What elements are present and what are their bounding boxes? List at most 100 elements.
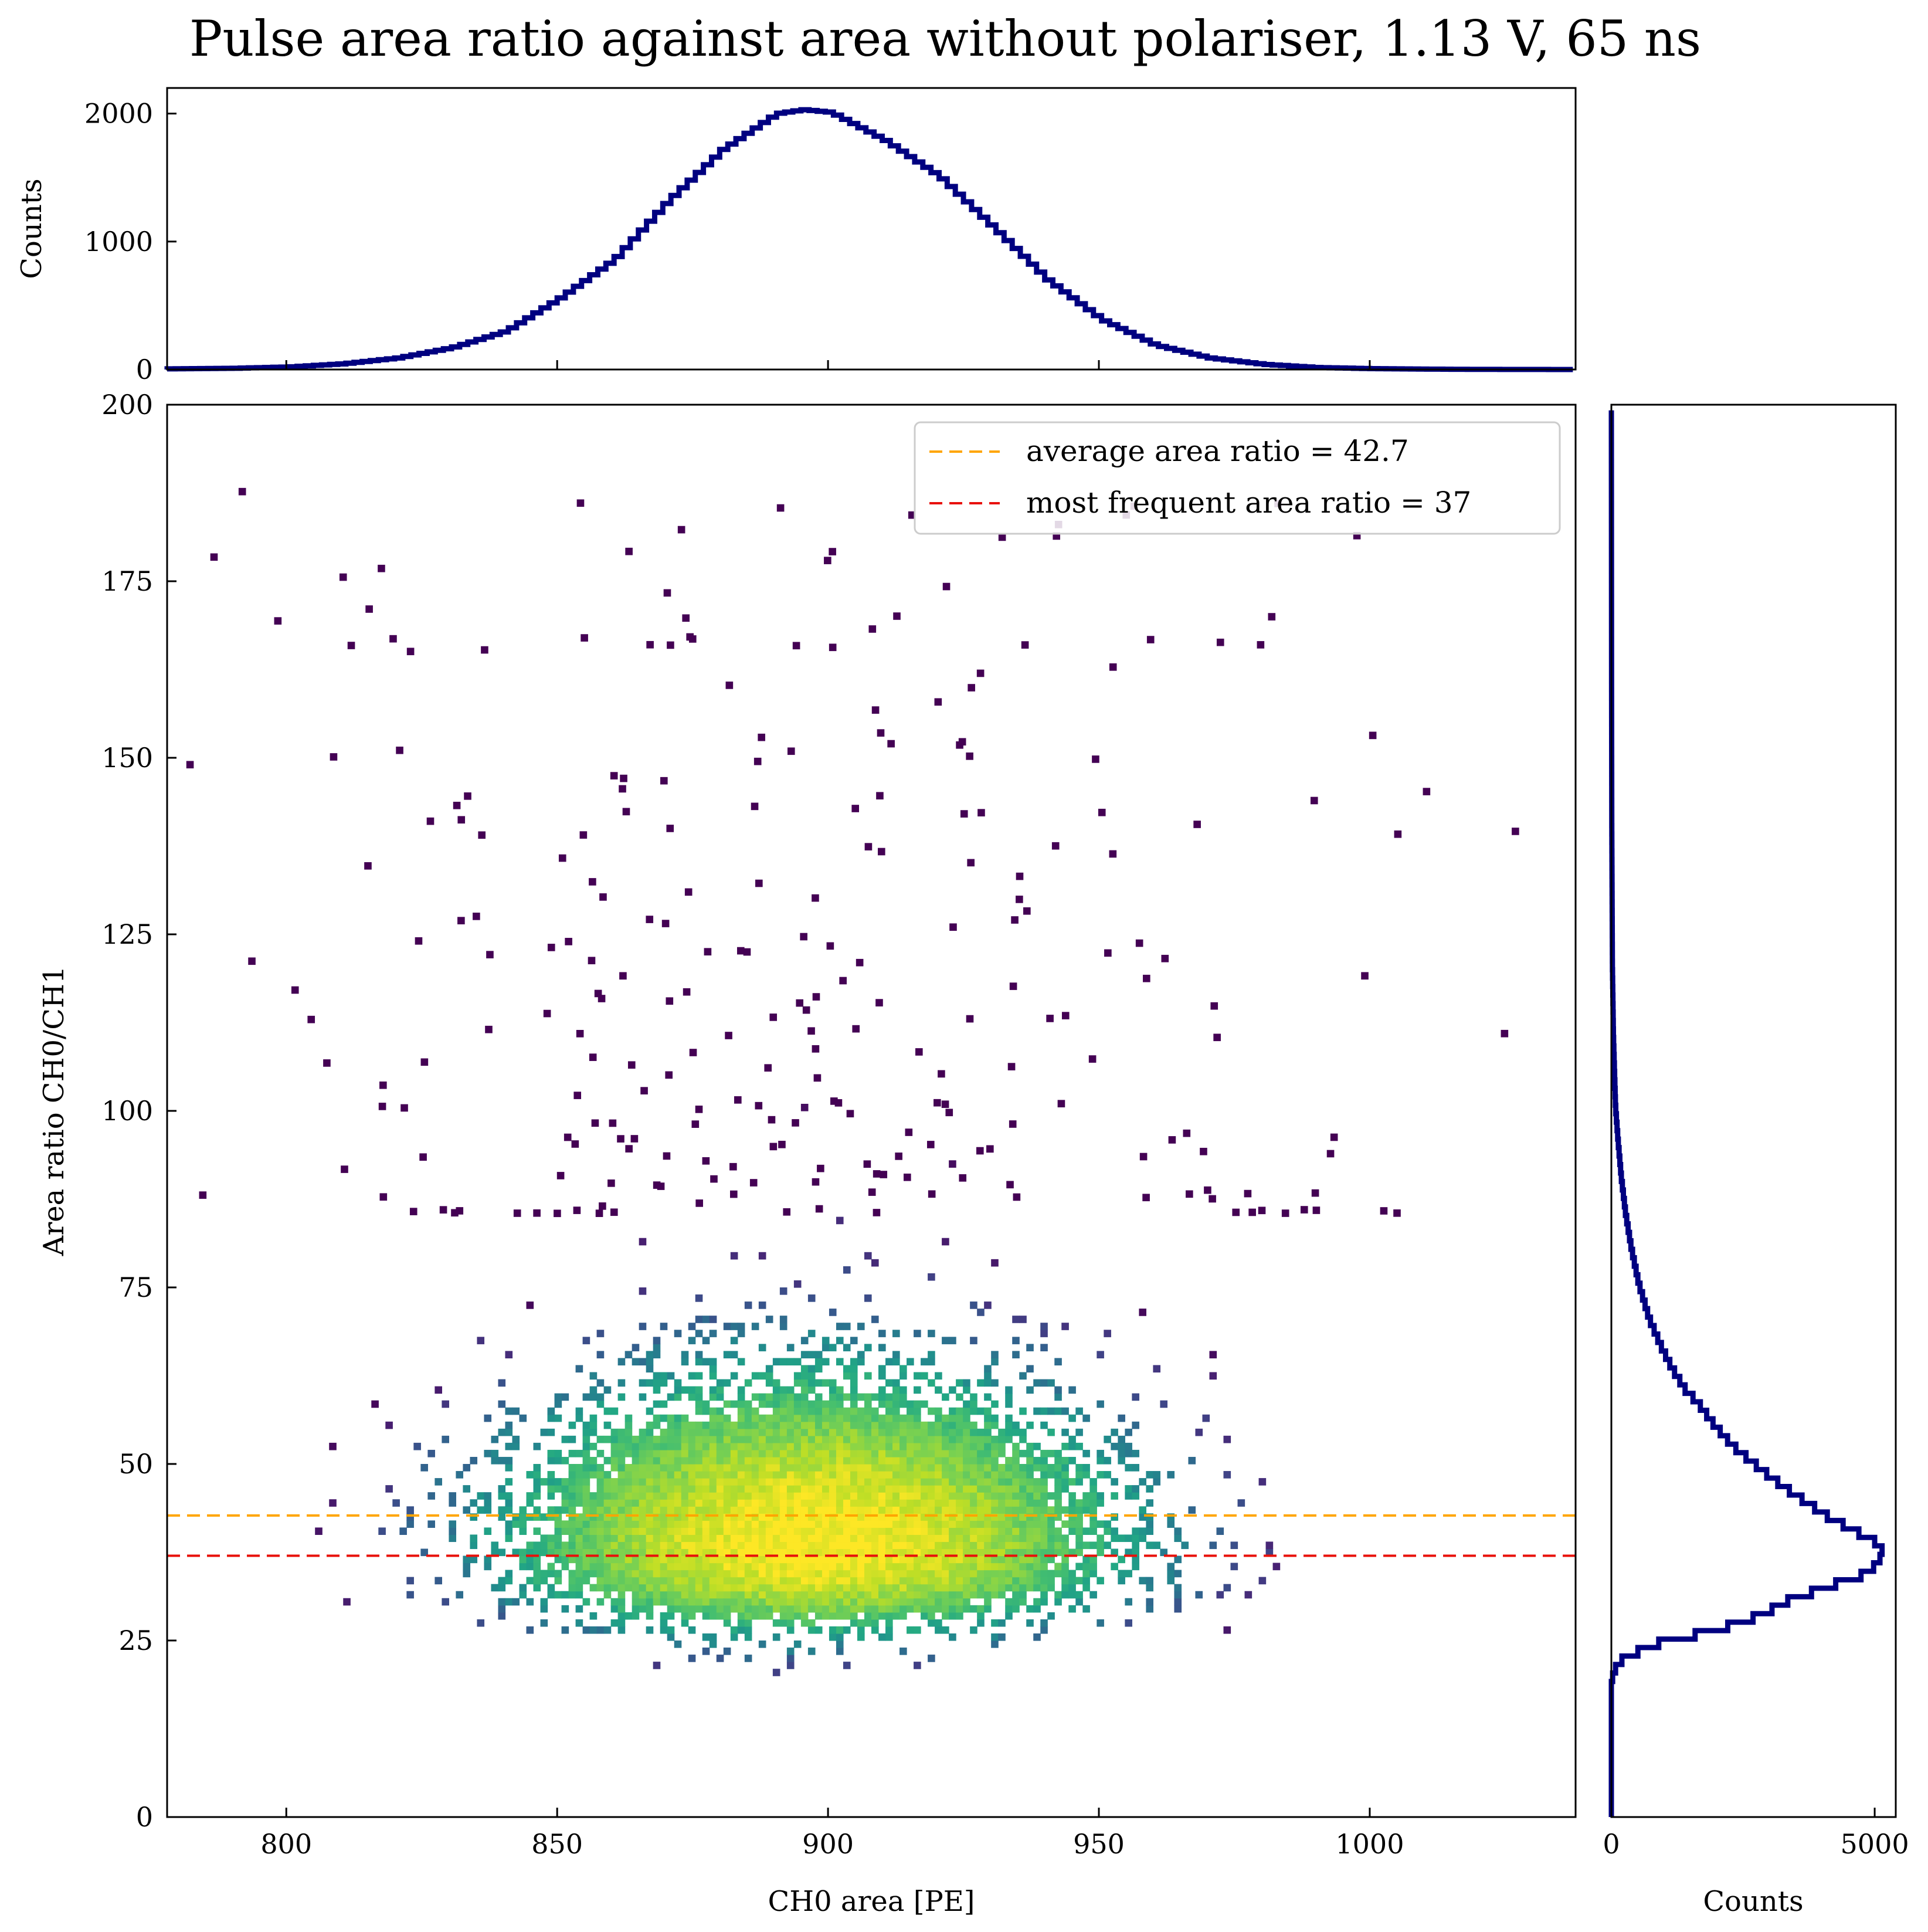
heatmap-cell: [667, 1555, 675, 1564]
heatmap-cell: [632, 1548, 640, 1557]
heatmap-cell: [998, 1485, 1006, 1493]
heatmap-cell: [942, 1456, 949, 1465]
heatmap-cell: [1161, 954, 1169, 962]
heatmap-cell: [1026, 1541, 1034, 1550]
heatmap-cell: [568, 1591, 576, 1599]
heatmap-cell: [709, 1633, 717, 1641]
heatmap-cell: [963, 1407, 970, 1415]
heatmap-cell: [1033, 1633, 1041, 1641]
heatmap-cell: [688, 1323, 696, 1330]
heatmap-cell: [942, 1548, 949, 1557]
heatmap-cell: [622, 808, 630, 816]
heatmap-cell: [1268, 613, 1276, 621]
heatmap-cell: [709, 1464, 717, 1472]
heatmap-cell: [829, 1428, 837, 1436]
heatmap-cell: [928, 1527, 935, 1535]
heatmap-cell: [998, 533, 1006, 541]
heatmap-cell: [836, 1407, 844, 1415]
heatmap-cell: [970, 1527, 977, 1535]
heatmap-cell: [519, 1584, 527, 1592]
heatmap-cell: [702, 1527, 710, 1535]
heatmap-cell: [928, 1612, 935, 1620]
heatmap-cell: [702, 1428, 710, 1436]
heatmap-cell: [674, 1492, 682, 1500]
heatmap-cell: [751, 1323, 759, 1330]
heatmap-cell: [786, 1506, 795, 1514]
heatmap-cell: [779, 1449, 788, 1458]
heatmap-cell: [963, 1485, 970, 1493]
heatmap-cell: [653, 1584, 661, 1592]
heatmap-cell: [1183, 1129, 1191, 1137]
heatmap-cell: [921, 1541, 928, 1550]
main-x-axis-label: CH0 area [PE]: [768, 1885, 975, 1918]
heatmap-cell: [610, 772, 618, 779]
heatmap-cell: [695, 1449, 703, 1458]
heatmap-cell: [1125, 1548, 1132, 1557]
heatmap-cell: [991, 1435, 999, 1443]
heatmap-cell: [829, 1414, 837, 1422]
heatmap-cell: [991, 1464, 999, 1472]
heatmap-cell: [1174, 1527, 1182, 1535]
heatmap-cell: [1040, 1471, 1048, 1479]
heatmap-cell: [484, 1527, 492, 1535]
heatmap-cell: [850, 1562, 858, 1571]
heatmap-cell: [814, 1421, 823, 1429]
heatmap-cell: [765, 1555, 773, 1564]
heatmap-cell: [505, 1499, 513, 1507]
heatmap-cell: [829, 1633, 837, 1641]
heatmap-cell: [674, 1520, 682, 1528]
heatmap-cell: [470, 1541, 478, 1550]
heatmap-cell: [477, 1619, 485, 1627]
heatmap-cell: [1040, 1421, 1048, 1429]
heatmap-cell: [779, 1562, 788, 1571]
heatmap-cell: [1061, 1456, 1069, 1465]
heatmap-cell: [814, 1541, 823, 1550]
heatmap-cell: [850, 1478, 858, 1486]
heatmap-cell: [899, 1527, 907, 1535]
heatmap-cell: [540, 1428, 548, 1436]
heatmap-cell: [617, 1456, 626, 1465]
heatmap-cell: [1026, 1386, 1034, 1394]
heatmap-cell: [646, 1548, 654, 1557]
heatmap-cell: [984, 1301, 992, 1309]
legend-label-most-frequent: most frequent area ratio = 37: [1026, 486, 1471, 520]
heatmap-cell: [822, 1605, 830, 1613]
heatmap-cell: [1075, 1506, 1083, 1514]
heatmap-cell: [639, 1577, 647, 1585]
heatmap-cell: [667, 1492, 675, 1500]
heatmap-cell: [807, 1386, 816, 1394]
heatmap-cell: [843, 1626, 851, 1634]
heatmap-cell: [892, 1555, 900, 1564]
heatmap-cell: [836, 1216, 844, 1225]
heatmap-cell: [956, 1598, 963, 1606]
heatmap-cell: [519, 1562, 527, 1571]
heatmap-cell: [1361, 972, 1369, 980]
heatmap-cell: [409, 1208, 417, 1215]
heatmap-cell: [554, 1449, 562, 1458]
heatmap-cell: [935, 1570, 942, 1578]
heatmap-cell: [660, 1562, 668, 1571]
heatmap-cell: [695, 1471, 703, 1479]
heatmap-cell: [977, 1534, 985, 1543]
y-tick-label: 25: [118, 1625, 153, 1656]
heatmap-cell: [589, 1534, 598, 1543]
heatmap-cell: [963, 1379, 970, 1387]
heatmap-cell: [737, 1534, 745, 1543]
heatmap-cell: [526, 1492, 534, 1500]
heatmap-cell: [822, 1492, 830, 1500]
heatmap-cell: [935, 1421, 942, 1429]
heatmap-cell: [878, 1478, 886, 1486]
heatmap-cell: [568, 1464, 576, 1472]
heatmap-cell: [1013, 1193, 1021, 1201]
heatmap-cell: [857, 1323, 865, 1330]
heatmap-cell: [921, 1598, 928, 1606]
heatmap-cell: [1258, 1478, 1267, 1486]
heatmap-cell: [1216, 1527, 1224, 1535]
heatmap-cell: [829, 1421, 837, 1429]
heatmap-cell: [907, 1400, 914, 1408]
heatmap-cell: [751, 1442, 759, 1450]
heatmap-cell: [807, 1464, 816, 1472]
heatmap-cell: [812, 1178, 820, 1186]
heatmap-cell: [1394, 830, 1402, 838]
heatmap-cell: [603, 1471, 612, 1479]
